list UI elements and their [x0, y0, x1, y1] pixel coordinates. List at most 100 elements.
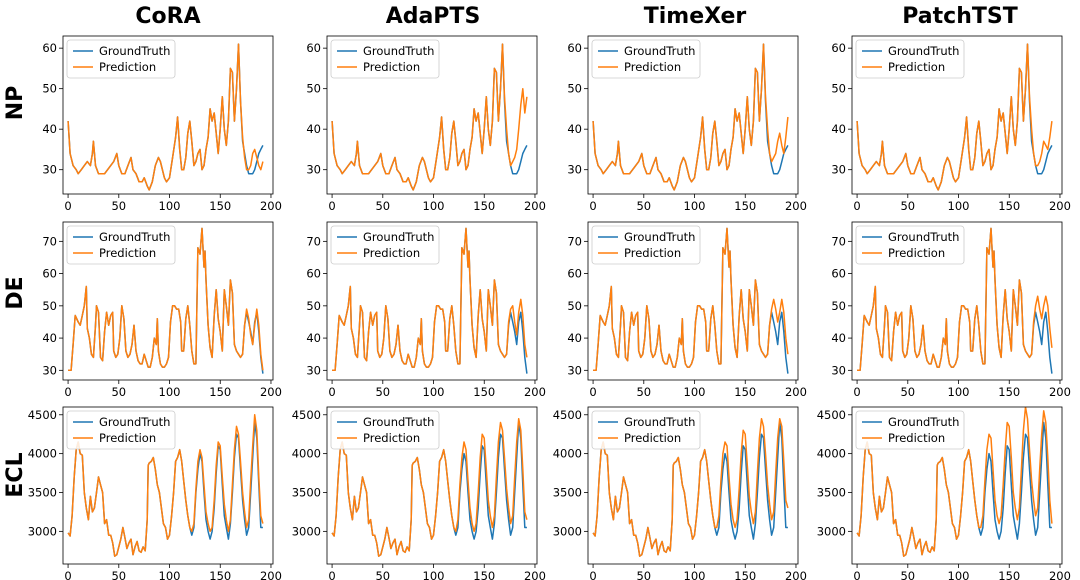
y-tick-label: 3500: [553, 485, 582, 499]
y-tick-label: 30: [831, 163, 846, 177]
x-tick-label: 0: [853, 569, 860, 580]
series-group: [857, 227, 1053, 374]
axes-frame: [326, 406, 538, 565]
y-tick-label: 40: [567, 122, 582, 136]
x-tick-label: 50: [375, 569, 390, 580]
x-tick-label: 100: [423, 569, 445, 580]
legend-box: [591, 410, 701, 450]
y-tick-label: 30: [831, 363, 846, 377]
x-tick-label: 100: [684, 199, 706, 213]
axes-frame: [62, 35, 274, 195]
x-tick-label: 200: [785, 569, 807, 580]
y-tick-label: 50: [42, 299, 57, 313]
y-tick-label: 4000: [292, 447, 321, 461]
y-tick-label: 30: [306, 163, 321, 177]
series-group: [593, 227, 789, 374]
y-tick-label: 40: [42, 122, 57, 136]
prediction-line: [68, 227, 264, 372]
series-group: [592, 43, 789, 191]
y-tick-label: 50: [306, 299, 321, 313]
y-tick-label: 30: [567, 163, 582, 177]
x-tick-label: 50: [900, 385, 915, 399]
axes-frame: [62, 221, 274, 381]
x-tick-label: 100: [948, 385, 970, 399]
x-tick-label: 0: [589, 385, 596, 399]
legend-label-prediction: Prediction: [363, 60, 420, 74]
x-tick-label: 50: [111, 569, 126, 580]
y-tick-label: 50: [306, 82, 321, 96]
y-tick-label: 40: [831, 331, 846, 345]
y-tick-label: 3000: [553, 524, 582, 538]
x-tick-label: 150: [209, 569, 231, 580]
x-tick-label: 150: [734, 569, 756, 580]
panels-grid: 0 50 100 150 200 30 40 50 60 GroundTruth Predictio…: [28, 35, 1071, 580]
legend-box: [66, 225, 176, 265]
x-tick-label: 200: [1049, 385, 1071, 399]
legend: GroundTruth Prediction: [66, 410, 176, 450]
prediction-line: [592, 43, 789, 191]
y-tick-label: 40: [567, 331, 582, 345]
axes-frame: [851, 35, 1063, 195]
x-tick-label: 50: [111, 385, 126, 399]
legend-label-prediction: Prediction: [99, 431, 156, 445]
row-title-de: DE: [3, 276, 28, 309]
y-tick-label: 4000: [28, 447, 57, 461]
x-tick-label: 200: [260, 199, 282, 213]
x-tick-label: 150: [473, 199, 495, 213]
legend-label-prediction: Prediction: [363, 431, 420, 445]
x-tick-label: 0: [853, 199, 860, 213]
legend-box: [330, 225, 440, 265]
axes-frame: [587, 35, 799, 195]
legend: GroundTruth Prediction: [66, 225, 176, 265]
y-tick-label: 50: [831, 299, 846, 313]
x-tick-label: 0: [589, 569, 596, 580]
column-title-patchtst: PatchTST: [902, 4, 1017, 29]
panel-ecl-patchtst: 0 50 100 150 200 3000 3500 4000 4500 GroundTruth P…: [817, 406, 1071, 580]
panel-de-adapts: 0 50 100 150 200 30 40 50 60 70 GroundTruth Predict…: [306, 221, 546, 399]
y-tick-label: 40: [42, 331, 57, 345]
legend: GroundTruth Prediction: [591, 39, 701, 79]
x-tick-label: 200: [785, 385, 807, 399]
series-group: [68, 227, 264, 374]
y-tick-label: 70: [42, 234, 57, 248]
x-tick-label: 150: [998, 385, 1020, 399]
prediction-line: [593, 227, 789, 372]
row-title-np: NP: [3, 86, 28, 121]
legend-box: [591, 225, 701, 265]
panel-np-patchtst: 0 50 100 150 200 30 40 50 60 GroundTruth Predictio…: [831, 35, 1071, 213]
legend: GroundTruth Prediction: [591, 410, 701, 450]
legend-label-prediction: Prediction: [624, 431, 681, 445]
y-tick-label: 60: [306, 267, 321, 281]
legend: GroundTruth Prediction: [591, 225, 701, 265]
prediction-line: [857, 227, 1053, 372]
x-tick-label: 50: [900, 199, 915, 213]
x-tick-label: 50: [636, 385, 651, 399]
legend-box: [855, 39, 965, 79]
legend-label-groundtruth: GroundTruth: [624, 44, 695, 58]
y-tick-label: 60: [42, 267, 57, 281]
series-group: [331, 43, 528, 191]
y-tick-label: 3000: [817, 524, 846, 538]
column-title-cora: CoRA: [135, 4, 200, 29]
legend: GroundTruth Prediction: [66, 39, 176, 79]
series-group: [856, 407, 1053, 557]
legend-label-prediction: Prediction: [624, 60, 681, 74]
legend: GroundTruth Prediction: [330, 39, 440, 79]
y-tick-label: 60: [567, 267, 582, 281]
legend-box: [330, 410, 440, 450]
legend-box: [855, 225, 965, 265]
legend-label-prediction: Prediction: [99, 246, 156, 260]
x-tick-label: 150: [734, 385, 756, 399]
legend-box: [855, 410, 965, 450]
x-tick-label: 0: [64, 569, 71, 580]
panel-ecl-cora: 0 50 100 150 200 3000 3500 4000 4500 GroundTruth P…: [28, 406, 282, 580]
x-tick-label: 50: [375, 199, 390, 213]
y-tick-label: 40: [306, 331, 321, 345]
y-tick-label: 60: [831, 267, 846, 281]
y-tick-label: 3500: [28, 485, 57, 499]
x-tick-label: 200: [524, 199, 546, 213]
series-group: [67, 43, 264, 191]
prediction-line: [331, 417, 528, 557]
x-tick-label: 150: [473, 385, 495, 399]
y-tick-label: 60: [567, 41, 582, 55]
